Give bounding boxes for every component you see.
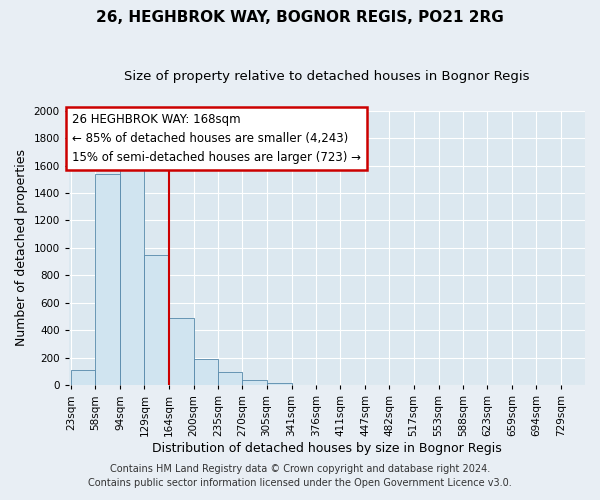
Bar (194, 359, 218, 386)
Text: 26 HEGHBROK WAY: 168sqm
← 85% of detached houses are smaller (4,243)
15% of semi: 26 HEGHBROK WAY: 168sqm ← 85% of detache… (73, 114, 361, 164)
Bar (292, 384, 316, 386)
Bar (218, 372, 242, 386)
Title: Size of property relative to detached houses in Bognor Regis: Size of property relative to detached ho… (124, 70, 530, 83)
Bar (95, 174, 120, 386)
Bar (266, 383, 292, 386)
Bar (242, 380, 266, 386)
Y-axis label: Number of detached properties: Number of detached properties (15, 150, 28, 346)
Bar (169, 318, 194, 386)
Bar (145, 255, 169, 386)
Text: Contains HM Land Registry data © Crown copyright and database right 2024.
Contai: Contains HM Land Registry data © Crown c… (88, 464, 512, 487)
Bar (71, 370, 95, 386)
Text: 26, HEGHBROK WAY, BOGNOR REGIS, PO21 2RG: 26, HEGHBROK WAY, BOGNOR REGIS, PO21 2RG (96, 10, 504, 25)
X-axis label: Distribution of detached houses by size in Bognor Regis: Distribution of detached houses by size … (152, 442, 502, 455)
Bar (120, 170, 145, 386)
